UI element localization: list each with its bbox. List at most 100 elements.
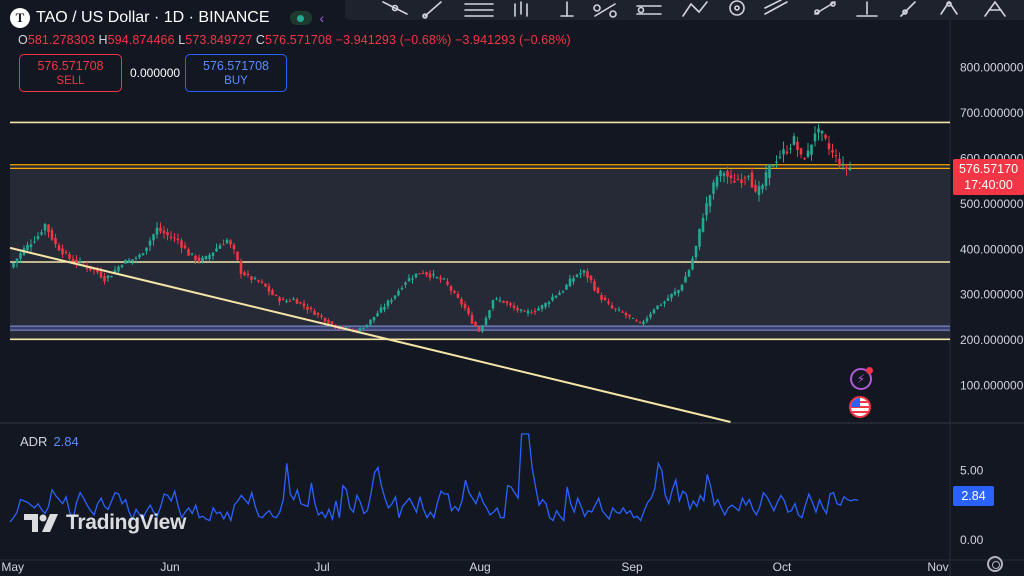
symbol-header[interactable]: T TAO / US Dollar · 1D · BINANCE ‹: [10, 7, 324, 29]
sell-button[interactable]: 576.571708 SELL: [19, 54, 122, 92]
us-flag-event-icon[interactable]: [849, 396, 871, 418]
candle-body: [414, 273, 418, 278]
candle-body: [372, 316, 376, 321]
candle-body: [547, 302, 551, 305]
candle-body: [449, 286, 453, 291]
candle-body: [593, 281, 596, 291]
candle-body: [222, 244, 225, 246]
candle-body: [320, 315, 323, 318]
candle-body: [453, 290, 456, 293]
candle-body: [201, 257, 204, 262]
candle-body: [99, 271, 103, 278]
candle-body: [309, 308, 313, 310]
candle-body: [57, 245, 61, 251]
last-price-tag: 576.57170 17:40:00: [953, 159, 1024, 195]
candle-body: [684, 276, 687, 283]
candle-body: [187, 249, 190, 256]
candle-body: [379, 307, 383, 313]
candle-body: [446, 281, 449, 285]
low-label: L: [178, 33, 186, 47]
candle-body: [568, 278, 572, 287]
candle-body: [47, 224, 50, 233]
candle-body: [817, 128, 820, 133]
candle-body: [701, 217, 705, 232]
candle-body: [834, 155, 838, 157]
adr-indicator-name[interactable]: ADR: [20, 434, 48, 449]
candle-body: [330, 321, 334, 325]
candle-body: [299, 302, 302, 304]
candle-body: [75, 259, 78, 264]
candle-body: [285, 300, 288, 303]
adr-legend[interactable]: ADR 2.84: [20, 434, 79, 449]
candle-body: [554, 295, 558, 298]
candle-body: [645, 318, 649, 322]
drawing-toolbar[interactable]: [345, 0, 1024, 20]
candle-body: [680, 284, 684, 291]
candle-body: [474, 322, 477, 327]
candle-body: [498, 300, 502, 302]
candle-body: [218, 245, 222, 249]
candle-body: [551, 296, 554, 301]
candle-body: [705, 203, 708, 216]
candle-body: [148, 240, 152, 246]
adr-tick-label: 0.00: [960, 533, 984, 547]
candle-body: [827, 143, 831, 150]
adr-indicator-value: 2.84: [53, 434, 79, 449]
candle-body: [264, 283, 267, 287]
candle-body: [761, 185, 764, 190]
collapse-arrow-icon[interactable]: ‹: [319, 10, 325, 26]
flash-event-icon[interactable]: ⚡: [850, 367, 873, 390]
candle-body: [12, 262, 15, 268]
candle-body: [292, 298, 295, 300]
candle-body: [460, 298, 463, 305]
candle-body: [327, 320, 330, 324]
candle-body: [250, 276, 253, 281]
candle-body: [477, 326, 481, 332]
candle-body: [715, 176, 719, 187]
candle-body: [841, 163, 845, 165]
horizontal-levels[interactable]: [10, 121, 950, 341]
buy-label: BUY: [224, 75, 248, 87]
candle-body: [708, 195, 712, 207]
time-axis[interactable]: May Jun Jul Aug Sep Oct Nov: [1, 560, 948, 574]
candle-body: [621, 311, 624, 313]
candle-body: [358, 327, 362, 331]
candle-body: [61, 248, 64, 255]
candle-body: [257, 280, 260, 282]
price-tick-label: 300.000000: [960, 288, 1024, 302]
candle-body: [155, 227, 159, 235]
close-label: C: [255, 33, 266, 47]
open-value: 581.278303: [27, 33, 95, 47]
candle-body: [134, 257, 138, 259]
symbol-title[interactable]: TAO / US Dollar · 1D · BINANCE: [36, 9, 270, 26]
candle-body: [617, 309, 621, 311]
trendline[interactable]: [9, 246, 731, 423]
buy-price: 576.571708: [202, 59, 270, 73]
candle-body: [152, 234, 155, 241]
price-axis[interactable]: 100.000000 200.000000 300.000000 400.000000…: [960, 60, 1024, 547]
low-value: 573.849727: [185, 33, 253, 47]
bar-countdown: 17:40:00: [964, 178, 1013, 192]
tradingview-logo-icon: [24, 514, 58, 532]
market-open-icon[interactable]: [289, 11, 312, 25]
candle-body: [729, 175, 733, 179]
buy-button[interactable]: 576.571708 BUY: [185, 54, 287, 92]
candle-body: [649, 313, 652, 318]
settings-icon[interactable]: [987, 556, 1003, 572]
downtrend-line: [9, 246, 731, 423]
candle-body: [509, 303, 512, 306]
candle-body: [719, 170, 722, 177]
candle-body: [243, 272, 246, 276]
candle-body: [295, 299, 299, 304]
candle-body: [624, 313, 628, 316]
drawing-tools-icons[interactable]: [345, 0, 1024, 20]
spread-value: 0.000000: [130, 66, 181, 80]
candle-body: [386, 300, 390, 307]
candle-body: [491, 300, 495, 309]
candle-body: [253, 277, 257, 279]
adr-line: [9, 433, 859, 523]
candle-body: [799, 148, 803, 155]
candle-body: [110, 276, 113, 278]
candle-body: [117, 266, 120, 272]
